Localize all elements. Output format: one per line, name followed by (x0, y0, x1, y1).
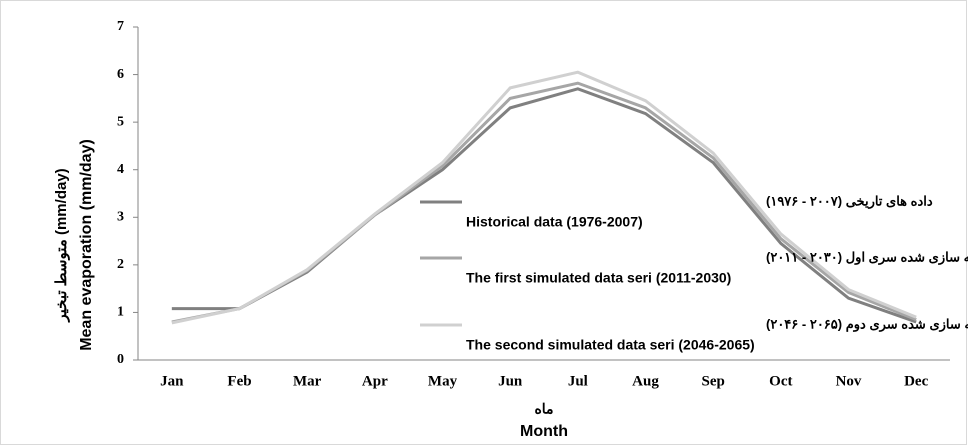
y-tick-label: 0 (117, 352, 124, 367)
y-axis-label: Mean evaporation (mm/day) (78, 139, 95, 351)
x-axis-label-fa: ماه (534, 401, 553, 417)
x-tick-label: Dec (904, 373, 928, 389)
x-tick-label: Jan (160, 373, 184, 389)
legend-label-fa: داده های شبیه سازی شده سری دوم (۲۰۶۵ - ۲… (766, 316, 968, 332)
y-tick-label: 7 (117, 19, 124, 34)
x-tick-label: Sep (701, 373, 724, 389)
x-axis-label: Month (520, 423, 568, 440)
y-tick-label: 3 (117, 210, 124, 225)
x-tick-label: Mar (293, 373, 322, 389)
x-tick-label: Nov (836, 373, 862, 389)
y-axis-label-fa: متوسط تبخیر (mm/day) (53, 168, 70, 322)
y-tick-label: 1 (117, 305, 124, 320)
y-tick-label: 5 (117, 114, 124, 129)
x-tick-label: Apr (362, 373, 388, 389)
x-tick-label: May (428, 373, 458, 389)
legend-label: The second simulated data seri (2046-206… (466, 337, 755, 353)
legend-label: The first simulated data seri (2011-2030… (466, 270, 731, 286)
legend-label-fa: داده های تاریخی (۲۰۰۷ - ۱۹۷۶) (766, 193, 933, 209)
y-tick-label: 2 (117, 257, 124, 272)
y-tick-label: 6 (117, 67, 124, 82)
series-line (171, 70, 917, 325)
x-tick-label: Jun (498, 373, 523, 389)
legend-label: Historical data (1976-2007) (466, 214, 643, 230)
x-tick-label: Oct (769, 373, 792, 389)
x-tick-label: Feb (227, 373, 251, 389)
y-tick-label: 4 (117, 162, 124, 177)
x-tick-label: Aug (632, 373, 659, 389)
legend-label-fa: داده های شبیه سازی شده سری اول (۲۰۳۰ - ۲… (766, 249, 968, 265)
x-tick-label: Jul (568, 373, 588, 389)
